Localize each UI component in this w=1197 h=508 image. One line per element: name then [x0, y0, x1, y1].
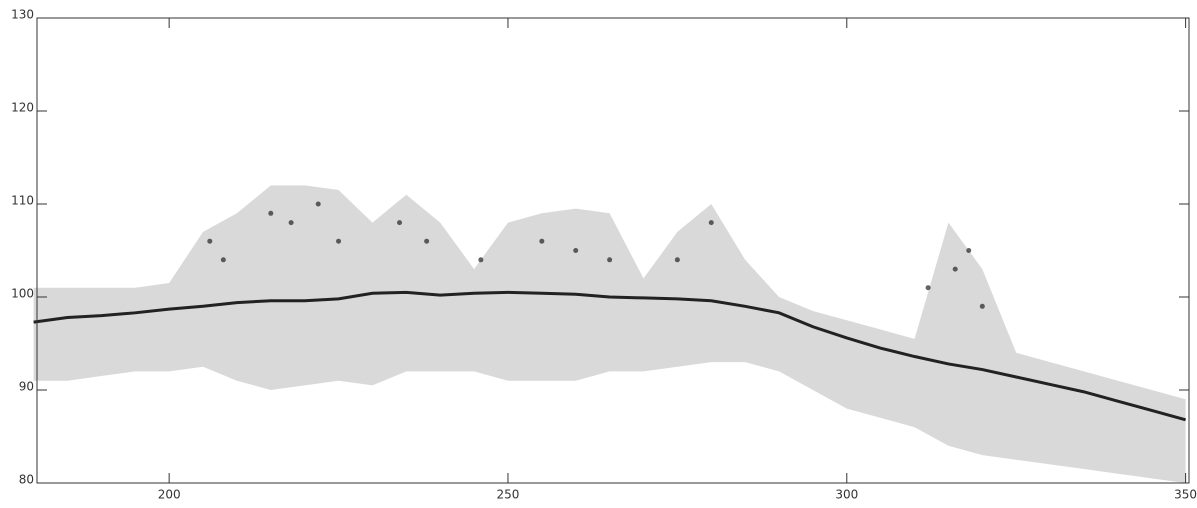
- x-tick-label: 350: [1174, 488, 1197, 502]
- x-tick-label: 300: [835, 488, 858, 502]
- data-point: [952, 266, 958, 272]
- data-point: [979, 303, 985, 309]
- data-point: [315, 201, 321, 207]
- data-point: [607, 257, 613, 263]
- data-point: [268, 210, 274, 216]
- data-point: [220, 257, 226, 263]
- x-tick-label: 250: [497, 488, 520, 502]
- data-point: [708, 220, 714, 226]
- data-point: [288, 220, 294, 226]
- data-point: [674, 257, 680, 263]
- data-point: [925, 285, 931, 291]
- data-point: [397, 220, 403, 226]
- y-tick-label: 130: [11, 8, 34, 22]
- data-point: [424, 238, 430, 244]
- data-point: [573, 248, 579, 253]
- y-tick-label: 110: [11, 194, 34, 208]
- y-tick-label: 80: [19, 473, 34, 487]
- y-tick-label: 90: [19, 380, 34, 394]
- data-point: [539, 238, 545, 244]
- x-tick-label: 200: [158, 488, 181, 502]
- error-band: [33, 185, 1186, 483]
- y-tick-label: 120: [11, 101, 34, 115]
- data-point: [966, 248, 972, 253]
- trend-line: [33, 290, 1187, 422]
- y-tick-label: 100: [11, 287, 34, 301]
- data-point: [207, 238, 213, 244]
- data-point: [336, 238, 342, 244]
- data-point: [478, 257, 484, 263]
- plot-frame: [36, 17, 1190, 484]
